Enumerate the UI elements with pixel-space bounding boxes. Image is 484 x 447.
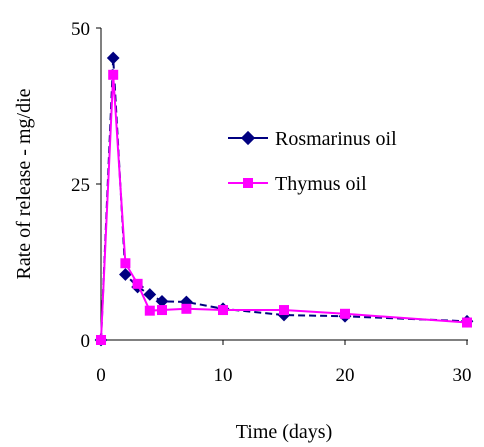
legend-marker-thymus (243, 178, 253, 188)
data-point-thymus (462, 317, 472, 328)
y-axis-label: Rate of release - mg/die (13, 88, 35, 279)
x-tick-label: 10 (214, 365, 233, 386)
series-line-rosmarinus (100, 57, 468, 341)
y-tick-label: 0 (81, 331, 91, 352)
data-point-thymus (340, 308, 350, 319)
data-point-thymus (218, 305, 228, 316)
data-point-thymus (157, 305, 167, 316)
series-rosmarinus (94, 51, 474, 347)
data-point-rosmarinus (143, 288, 157, 301)
x-tick-label: 30 (453, 365, 472, 386)
data-point-rosmarinus (106, 51, 120, 65)
series-layer (94, 51, 474, 347)
series-line-thymus (100, 74, 468, 341)
x-axis-label: Time (days) (236, 421, 332, 443)
data-point-thymus (132, 278, 143, 289)
legend-label-thymus: Thymus oil (275, 173, 367, 195)
y-tick-label: 25 (71, 175, 90, 196)
data-point-rosmarinus (119, 268, 132, 281)
x-tick-label: 0 (96, 365, 106, 386)
legend-marker-rosmarinus (240, 130, 256, 146)
data-point-thymus (144, 305, 155, 316)
data-point-thymus (120, 258, 131, 269)
legend-label-rosmarinus: Rosmarinus oil (275, 128, 397, 150)
legend: Rosmarinus oil Thymus oil (228, 128, 397, 195)
data-point-thymus (108, 69, 119, 80)
x-tick-label: 20 (336, 365, 355, 386)
series-thymus (96, 69, 472, 345)
data-point-thymus (279, 305, 289, 316)
data-point-thymus (96, 335, 106, 345)
x-axis: 0 10 20 30 (96, 339, 472, 386)
y-tick-label: 50 (71, 19, 90, 40)
data-point-rosmarinus (155, 294, 169, 308)
data-point-thymus (181, 303, 192, 314)
y-axis: 50 25 0 (71, 19, 102, 352)
